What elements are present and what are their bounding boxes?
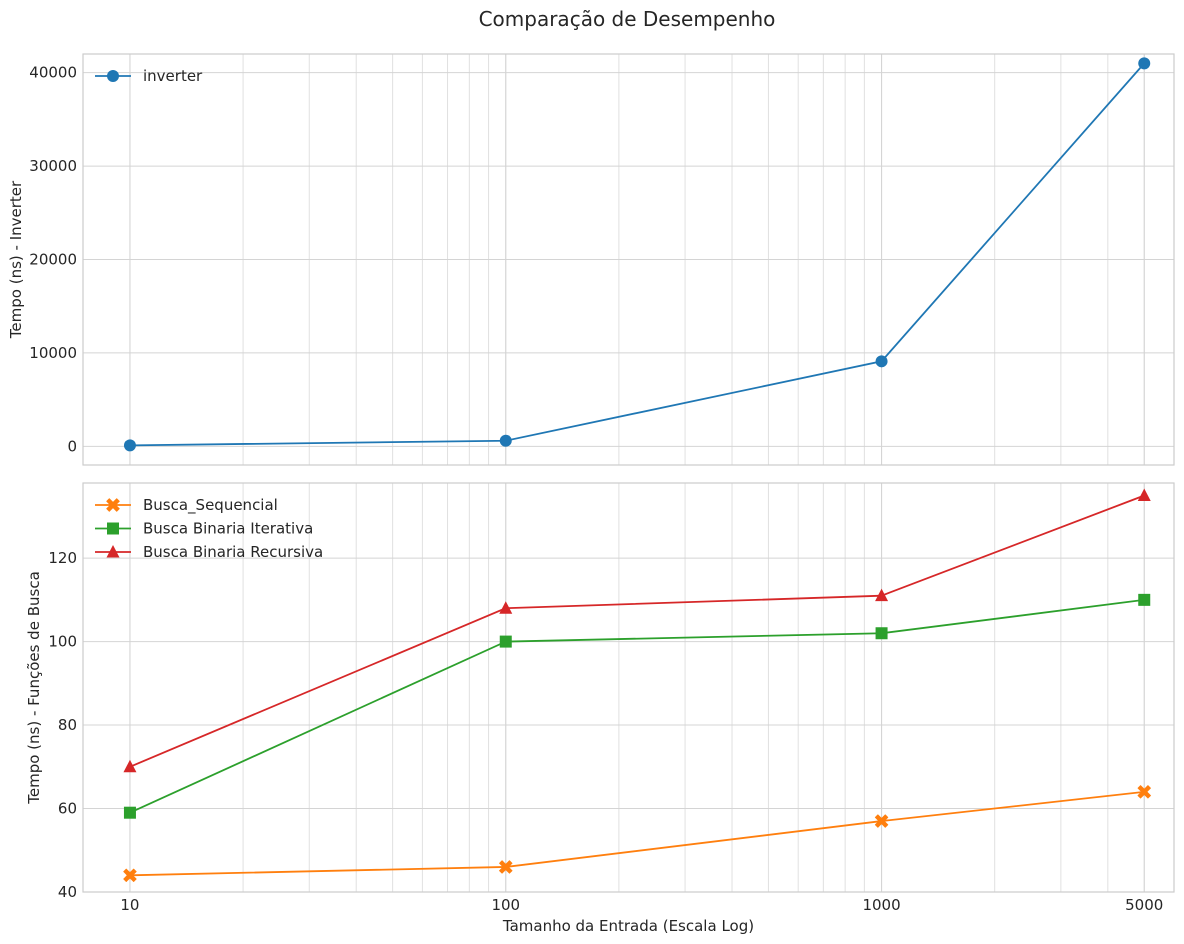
- series-line: [129, 494, 1145, 768]
- x-tick-label: 10: [120, 896, 139, 914]
- y-tick-label: 40000: [29, 64, 77, 82]
- legend-marker: [106, 545, 120, 558]
- y-tick-label: 80: [58, 716, 77, 734]
- x-tick-label: 1000: [862, 896, 900, 914]
- x-axis-label: Tamanho da Entrada (Escala Log): [502, 917, 754, 935]
- legend-marker: [106, 498, 120, 512]
- y-tick-label: 0: [67, 437, 77, 455]
- legend-label: Busca Binaria Iterativa: [143, 520, 313, 538]
- data-point: [123, 439, 136, 452]
- horizontal-gridlines: [83, 72, 1174, 447]
- legend-item: Busca_Sequencial: [95, 496, 278, 515]
- data-point: [1137, 488, 1151, 502]
- y-tick-label: 10000: [29, 344, 77, 362]
- vertical-gridlines: [129, 483, 1175, 892]
- y-tick-label: 100: [48, 633, 77, 651]
- legend-item: Busca Binaria Iterativa: [95, 520, 313, 538]
- figure-title: Comparação de Desempenho: [479, 7, 776, 31]
- data-point: [123, 868, 137, 883]
- legend-item: inverter: [95, 67, 203, 85]
- legend-marker: [107, 70, 119, 82]
- data-point: [875, 355, 888, 368]
- x-tick-label: 100: [491, 896, 520, 914]
- data-point: [1137, 785, 1151, 799]
- legend-item: Busca Binaria Recursiva: [95, 543, 323, 561]
- horizontal-gridlines: [83, 557, 1174, 893]
- series-busca-binaria-recursiva: [123, 488, 1151, 773]
- series-busca-binaria-iterativa: [123, 593, 1151, 819]
- legend-label: inverter: [143, 67, 203, 85]
- legend: inverter: [95, 67, 203, 85]
- series-line: [129, 62, 1145, 447]
- data-point: [499, 601, 513, 614]
- axes-frame: [82, 53, 1175, 466]
- panel-inverter: 0 10000 20000 30000 40000 Tempo (ns) - Invert…: [7, 53, 1175, 466]
- y-tick-label: 30000: [29, 157, 77, 175]
- data-point: [499, 860, 513, 874]
- y-axis-label: Tempo (ns) - Funções de Busca: [25, 571, 43, 805]
- panel-busca: 40 60 80 100 120 10 100 1000 5000 Tempo (ns) - Fu…: [25, 482, 1175, 935]
- data-point: [875, 588, 889, 602]
- y-tick-label: 40: [58, 883, 77, 901]
- data-point: [875, 627, 888, 640]
- data-point: [1138, 593, 1151, 606]
- data-point: [123, 806, 136, 819]
- legend-label: Busca_Sequencial: [143, 496, 278, 515]
- data-point: [123, 759, 137, 773]
- series-line: [129, 790, 1145, 877]
- data-point: [499, 635, 512, 648]
- data-point: [1138, 57, 1151, 70]
- x-tick-label: 5000: [1125, 896, 1163, 914]
- series-inverter: [123, 57, 1151, 452]
- data-point: [499, 434, 512, 447]
- series-busca-sequencial: [123, 785, 1151, 883]
- y-tick-label: 120: [48, 549, 77, 567]
- legend-label: Busca Binaria Recursiva: [143, 543, 323, 561]
- legend-marker: [107, 522, 119, 535]
- data-point: [874, 814, 889, 828]
- y-axis-label: Tempo (ns) - Inverter: [7, 180, 25, 339]
- y-tick-label: 60: [58, 800, 77, 818]
- y-tick-label: 20000: [29, 251, 77, 269]
- legend: Busca_Sequencial Busca Binaria Iterativa B…: [95, 496, 323, 561]
- series-line: [129, 598, 1145, 814]
- axes-frame: [82, 482, 1175, 893]
